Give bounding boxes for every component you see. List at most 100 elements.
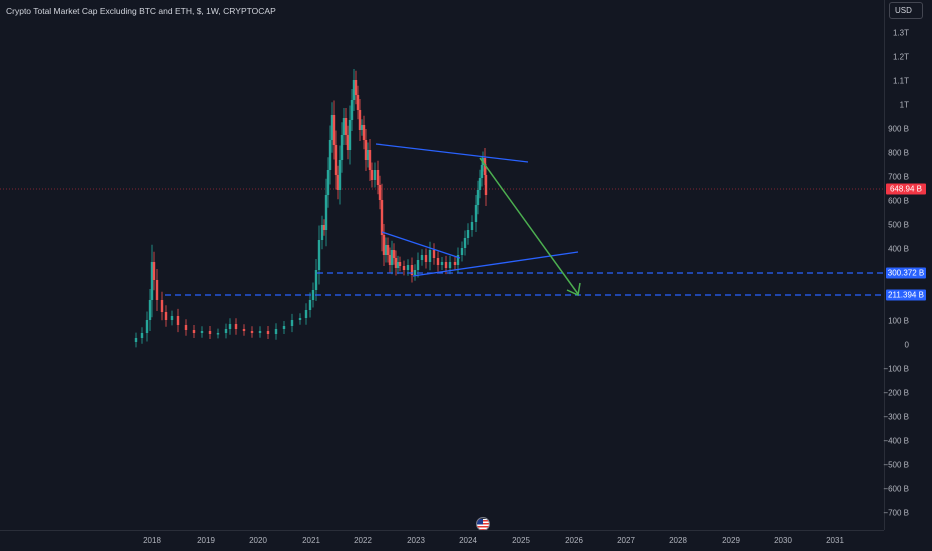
candle-body [358, 110, 362, 130]
time-axis-label: 2020 [249, 536, 267, 545]
candle-body [304, 310, 308, 318]
chart-area[interactable]: Crypto Total Market Cap Excluding BTC an… [0, 0, 884, 531]
candle-body [456, 255, 460, 265]
candle-body [308, 300, 312, 310]
candle-body [370, 170, 374, 180]
candle-body [152, 262, 156, 280]
candle-body [453, 262, 457, 265]
time-axis-label: 2018 [143, 536, 161, 545]
price-chart[interactable] [0, 0, 884, 530]
price-axis-label: 1.3T [892, 28, 909, 38]
candle-body [228, 324, 232, 329]
candle-body [338, 160, 342, 190]
candle-body [164, 312, 168, 320]
candle-body [474, 205, 478, 222]
price-axis-label: 1T [899, 100, 909, 110]
price-axis-label: 100 B [888, 316, 909, 326]
price-tag: 648.94 B [886, 183, 926, 195]
candle-body [436, 258, 440, 265]
candle-body [463, 238, 467, 248]
candle-body [266, 331, 270, 334]
candle-body [192, 330, 196, 333]
price-axis-label: 800 B [888, 148, 909, 158]
time-axis-label: 2021 [302, 536, 320, 545]
candle-body [332, 115, 336, 145]
us-flag-icon[interactable] [476, 517, 490, 531]
candle-body [155, 280, 159, 300]
candle-body [334, 145, 338, 175]
price-axis-label: 1.2T [892, 52, 909, 62]
price-axis-label: −400 B [883, 436, 909, 446]
candle-body [344, 118, 348, 135]
candle-body [330, 115, 334, 140]
candle-body [440, 262, 444, 265]
candle-body [483, 158, 487, 175]
candle-body [340, 135, 344, 160]
candle-body [360, 125, 364, 130]
candle-body [274, 329, 278, 334]
candle-body [200, 331, 204, 333]
candle-body [386, 245, 390, 255]
candle-body [390, 250, 394, 265]
price-axis-label: 1.1T [892, 76, 909, 86]
price-axis-label: −500 B [883, 460, 909, 470]
candle-body [432, 250, 436, 258]
time-axis-label: 2025 [512, 536, 530, 545]
candle-body [388, 255, 392, 265]
projection-arrowhead [566, 282, 581, 297]
time-axis-label: 2023 [407, 536, 425, 545]
upper-trendline [375, 143, 529, 163]
price-axis[interactable]: 1.3T 1.2T 1.1T 1T 900 B 800 B 700 B 600 B 500 B 4… [883, 0, 932, 530]
time-axis-label: 2030 [774, 536, 792, 545]
candle-body [366, 150, 370, 160]
price-axis-label: −100 B [883, 364, 909, 374]
price-axis-label: −600 B [883, 484, 909, 494]
candle-body [368, 150, 372, 170]
candle-body [460, 248, 464, 255]
candle-body [160, 300, 164, 312]
candle-body [352, 80, 356, 100]
candle-body [170, 316, 174, 320]
candle-body [342, 118, 346, 135]
candle-body [134, 338, 138, 342]
time-axis-label: 2029 [722, 536, 740, 545]
currency-button[interactable]: USD [889, 2, 923, 19]
candle-body [448, 262, 452, 268]
candle-body [328, 140, 332, 170]
candle-body [376, 170, 380, 185]
time-axis-label: 2026 [565, 536, 583, 545]
candle-body [373, 170, 377, 180]
candle-body [392, 250, 396, 258]
candle-body [444, 262, 448, 268]
price-axis-label: 500 B [888, 220, 909, 230]
candle-body [314, 270, 318, 290]
candle-body [145, 320, 149, 333]
price-axis-label: 900 B [888, 124, 909, 134]
time-axis-label: 2028 [669, 536, 687, 545]
candle-body [258, 331, 262, 333]
candle-body [348, 120, 352, 150]
candle-body [350, 100, 354, 120]
price-axis-label: 400 B [888, 244, 909, 254]
price-axis-label: 600 B [888, 196, 909, 206]
candle-body [466, 230, 470, 238]
candle-body [224, 329, 228, 333]
candle-body [234, 324, 238, 329]
candle-body [140, 333, 144, 338]
candle-body [480, 165, 484, 178]
candle-body [184, 325, 188, 330]
projection-arrow [479, 157, 579, 295]
candle-body [428, 250, 432, 262]
price-axis-label: 700 B [888, 172, 909, 182]
candle-body [478, 178, 482, 190]
price-tag: 300.372 B [886, 267, 926, 279]
candle-body [282, 326, 286, 329]
candle-body [378, 185, 382, 200]
candle-body [242, 329, 246, 331]
price-axis-label: −700 B [883, 508, 909, 518]
candle-body [384, 245, 388, 255]
candle-body [298, 318, 302, 320]
time-axis[interactable] [0, 530, 884, 551]
time-axis-label: 2027 [617, 536, 635, 545]
candle-body [396, 262, 400, 268]
